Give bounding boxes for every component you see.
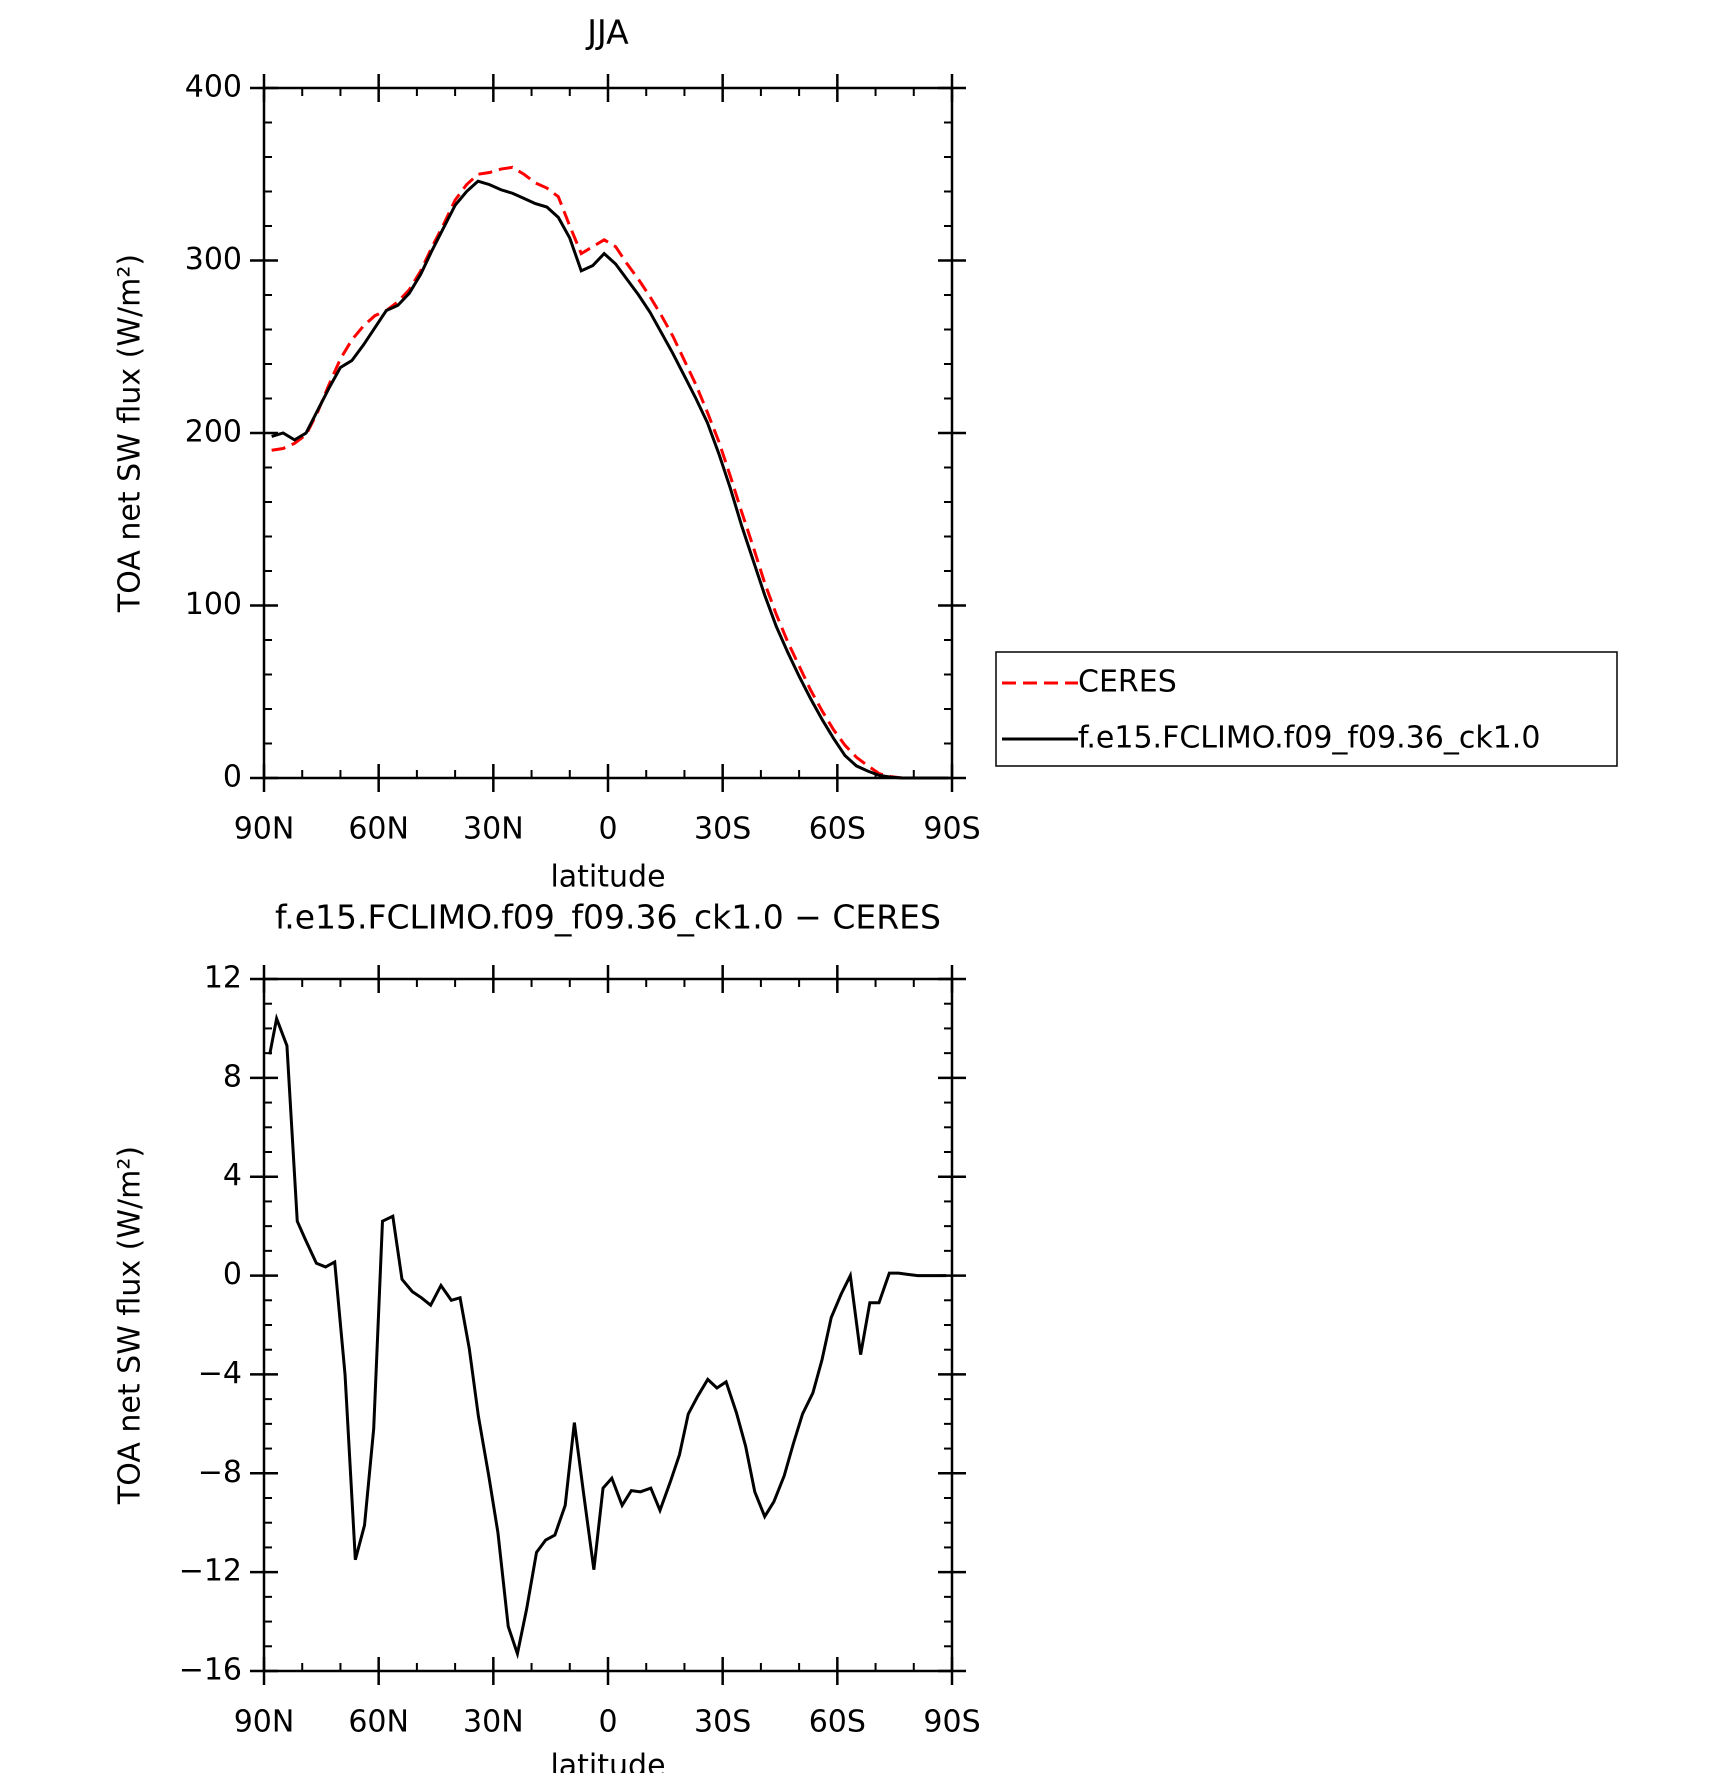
plot: JJA 0 100 200 300 400 90N 60N 30N 0 30S 60S 90S latit… <box>113 13 1618 895</box>
x-tick-label: 60S <box>809 1705 866 1740</box>
y-axis-label: TOA net SW flux (W/m²) <box>113 1146 148 1505</box>
y-tick-label: −16 <box>179 1653 242 1688</box>
x-tick-label: 60S <box>809 812 866 847</box>
chart-title: JJA <box>585 13 629 52</box>
y-axis-label: TOA net SW flux (W/m²) <box>113 254 148 613</box>
legend-label: CERES <box>1078 665 1177 700</box>
y-tick-label: 0 <box>223 1257 242 1292</box>
x-tick-label: 90S <box>923 812 980 847</box>
y-tick-label: 8 <box>223 1059 242 1094</box>
x-tick-label: 30S <box>694 1705 751 1740</box>
x-axis-label: latitude <box>550 1749 665 1774</box>
x-tick-label: 0 <box>598 812 617 847</box>
y-tick-label: 12 <box>204 961 242 996</box>
y-tick-label: −4 <box>198 1356 242 1391</box>
y-tick-label: 400 <box>185 70 242 105</box>
x-tick-label: 30S <box>694 812 751 847</box>
x-tick-label: 30N <box>463 1705 524 1740</box>
y-tick-label: −8 <box>198 1455 242 1490</box>
x-tick-label: 90N <box>234 1705 295 1740</box>
x-tick-label: 30N <box>463 812 524 847</box>
x-tick-label: 60N <box>348 1705 409 1740</box>
y-tick-label: −12 <box>179 1554 242 1589</box>
x-axis-label: latitude <box>550 860 665 895</box>
y-tick-label: 300 <box>185 242 242 277</box>
y-tick-label: 100 <box>185 587 242 622</box>
x-tick-label: 90N <box>234 812 295 847</box>
x-tick-label: 0 <box>598 1705 617 1740</box>
series-line <box>271 179 949 780</box>
legend-frame <box>995 651 1618 767</box>
legend-label: f.e15.FCLIMO.f09_f09.36_ck1.0 <box>1078 721 1540 756</box>
x-tick-label: 60N <box>348 812 409 847</box>
plot-frame <box>262 977 954 1673</box>
plot-frame <box>262 86 954 780</box>
legend: CERES f.e15.FCLIMO.f09_f09.36_ck1.0 <box>995 651 1618 767</box>
plot: f.e15.FCLIMO.f09_f09.36_ck1.0 − CERES −16… <box>113 898 981 1777</box>
y-tick-label: 0 <box>223 760 242 795</box>
x-tick-label: 90S <box>923 1705 980 1740</box>
y-tick-label: 4 <box>223 1158 242 1193</box>
series-line <box>271 165 949 780</box>
chart-title: f.e15.FCLIMO.f09_f09.36_ck1.0 − CERES <box>275 898 941 937</box>
y-tick-label: 200 <box>185 415 242 450</box>
series-line <box>268 1013 947 1660</box>
